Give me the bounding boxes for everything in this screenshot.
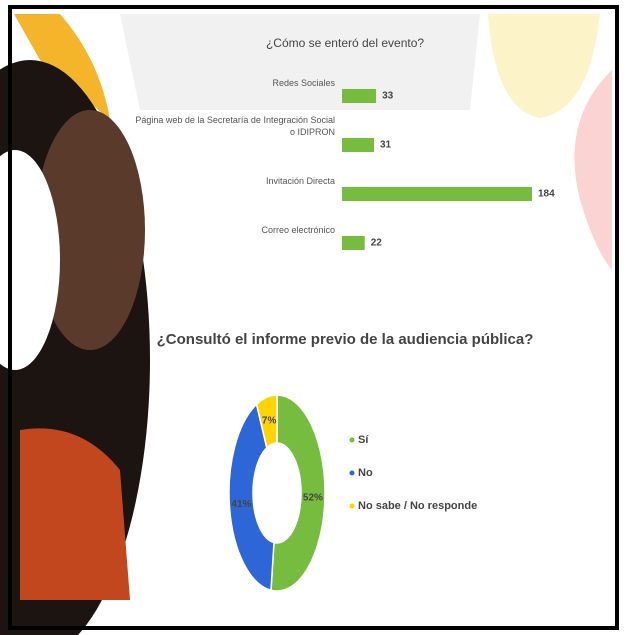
decor-face xyxy=(35,110,145,350)
bar xyxy=(342,187,532,201)
decor-band xyxy=(120,14,480,110)
decor-circle xyxy=(0,150,60,370)
value-label: 31 xyxy=(380,140,392,151)
legend-label: Sí xyxy=(358,434,369,446)
donut-slice xyxy=(270,394,326,592)
decor-pink xyxy=(574,70,612,270)
legend-swatch xyxy=(349,503,355,509)
frame xyxy=(8,5,619,630)
donut-slice xyxy=(255,394,278,450)
value-label: 33 xyxy=(382,91,394,102)
legend-label: No xyxy=(358,467,373,479)
bar-title: ¿Cómo se enteró del evento? xyxy=(266,36,424,50)
value-label: 41% xyxy=(231,499,251,510)
value-label: 22 xyxy=(371,238,383,249)
donut-title: ¿Consultó el informe previo de la audien… xyxy=(157,331,534,348)
decor-yellow xyxy=(488,14,600,118)
value-label: 184 xyxy=(538,189,555,200)
category-label: Redes Sociales xyxy=(272,78,335,88)
category-label: Página web de la Secretaría de Integraci… xyxy=(135,115,335,137)
decor-cloth xyxy=(20,428,130,600)
donut-slice xyxy=(228,402,275,592)
legend-swatch xyxy=(349,437,355,443)
category-label: Correo electrónico xyxy=(261,225,335,235)
bar xyxy=(342,138,375,152)
bar xyxy=(342,236,365,250)
value-label: 52% xyxy=(303,492,323,503)
legend-label: No sabe / No responde xyxy=(358,500,477,512)
bar xyxy=(342,89,377,103)
value-label: 7% xyxy=(262,415,277,426)
decor-arc xyxy=(14,14,110,120)
legend-swatch xyxy=(349,470,355,476)
category-label: Invitación Directa xyxy=(265,176,335,186)
